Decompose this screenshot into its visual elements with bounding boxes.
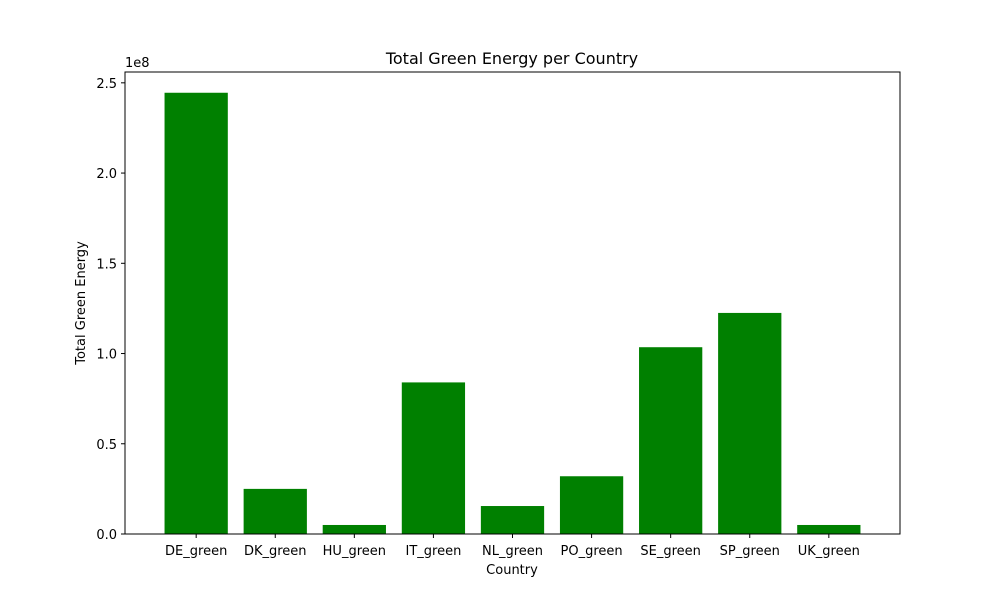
bar-uk-green: [797, 524, 861, 534]
y-axis-ticks: 0.0 0.5 1.0 1.5 2.0 2.5: [96, 77, 125, 543]
x-tick-label: SE_green: [640, 544, 701, 559]
y-tick-label: 0.0: [96, 528, 117, 543]
bar-de-green: [164, 92, 228, 534]
x-tick-label: UK_green: [798, 544, 860, 559]
y-axis-offset-label: 1e8: [125, 56, 150, 71]
bars-group: [164, 92, 861, 534]
plot-frame: [124, 71, 901, 535]
y-tick-label: 1.0: [96, 348, 117, 363]
bar-nl-green: [480, 506, 545, 534]
x-tick-label: HU_green: [323, 544, 386, 559]
x-tick-label: PO_green: [561, 544, 623, 559]
y-tick-label: 2.0: [96, 167, 117, 182]
y-tick-label: 0.5: [96, 438, 117, 453]
x-tick-label: IT_green: [406, 544, 462, 559]
bar-it-green: [401, 382, 466, 534]
y-axis-label: Total Green Energy: [74, 241, 89, 366]
x-tick-label: DK_green: [244, 544, 307, 559]
x-tick-label: NL_green: [482, 544, 543, 559]
x-axis-label: Country: [486, 563, 538, 578]
bar-hu-green: [322, 524, 386, 534]
chart-title: Total Green Energy per Country: [385, 49, 638, 68]
y-tick-label: 2.5: [96, 77, 117, 92]
bar-se-green: [639, 347, 703, 534]
y-tick-label: 1.5: [96, 257, 117, 272]
x-tick-label: DE_green: [165, 544, 227, 559]
x-tick-label: SP_green: [720, 544, 780, 559]
bar-po-green: [559, 476, 624, 534]
bar-dk-green: [243, 488, 307, 534]
bar-sp-green: [718, 312, 782, 534]
x-axis-ticks: DE_green DK_green HU_green IT_green NL_green…: [165, 534, 860, 559]
